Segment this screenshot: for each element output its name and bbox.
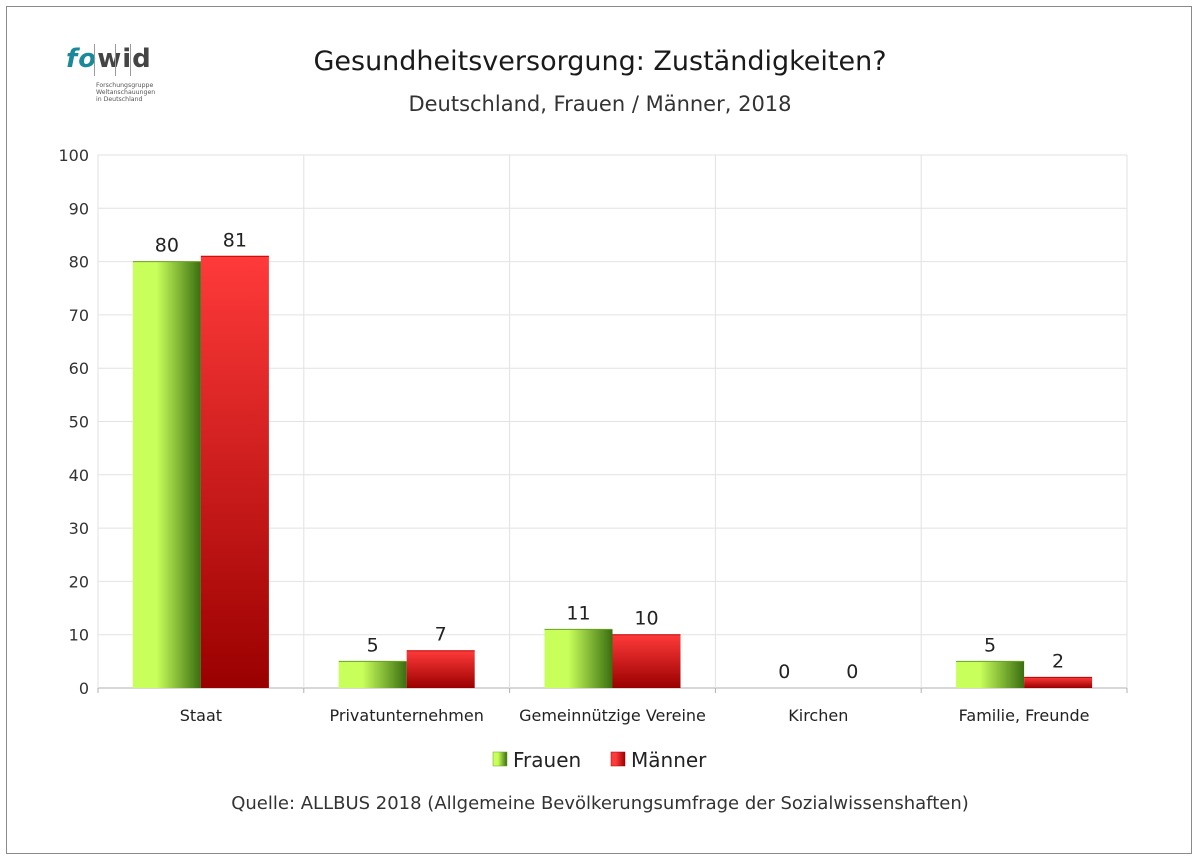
y-tick-label: 80 bbox=[69, 253, 89, 272]
category-label: Familie, Freunde bbox=[959, 706, 1090, 725]
y-tick-label: 0 bbox=[79, 679, 89, 698]
legend-label-männer: Männer bbox=[631, 748, 707, 772]
y-tick-label: 50 bbox=[69, 413, 89, 432]
data-label: 80 bbox=[155, 235, 179, 257]
logo-separator bbox=[130, 44, 131, 76]
legend-swatch-männer bbox=[610, 751, 626, 767]
data-label: 5 bbox=[984, 634, 996, 656]
bar-männer bbox=[1024, 677, 1093, 688]
bar-frauen bbox=[132, 261, 201, 688]
data-label: 2 bbox=[1052, 650, 1064, 672]
chart-title: Gesundheitsversorgung: Zuständigkeiten? bbox=[313, 46, 887, 77]
category-label: Kirchen bbox=[788, 706, 848, 725]
chart-subtitle: Deutschland, Frauen / Männer, 2018 bbox=[408, 92, 792, 116]
bar-frauen bbox=[544, 629, 613, 688]
category-label: Gemeinnützige Vereine bbox=[519, 706, 706, 725]
data-label: 5 bbox=[367, 634, 379, 656]
y-tick-label: 100 bbox=[58, 146, 89, 165]
y-tick-label: 90 bbox=[69, 199, 89, 218]
y-tick-label: 30 bbox=[69, 519, 89, 538]
legend-label-frauen: Frauen bbox=[513, 748, 581, 772]
data-label: 81 bbox=[223, 229, 247, 251]
bar-männer bbox=[200, 256, 269, 688]
data-label: 7 bbox=[435, 624, 447, 646]
y-tick-label: 10 bbox=[69, 626, 89, 645]
bar-männer bbox=[612, 634, 681, 688]
bar-frauen bbox=[956, 661, 1025, 688]
logo-wordmark: fowid bbox=[66, 44, 152, 74]
y-tick-label: 60 bbox=[69, 359, 89, 378]
category-label: Privatunternehmen bbox=[330, 706, 484, 725]
data-label: 0 bbox=[778, 661, 790, 683]
category-label: Staat bbox=[180, 706, 222, 725]
data-label: 10 bbox=[634, 608, 658, 630]
logo-subtitle: Forschungsgruppe Weltanschauungen in Deu… bbox=[96, 82, 156, 103]
logo-separator bbox=[94, 44, 95, 76]
data-label: 0 bbox=[846, 661, 858, 683]
y-tick-label: 20 bbox=[69, 572, 89, 591]
data-label: 11 bbox=[566, 602, 590, 624]
bar-männer bbox=[406, 650, 475, 688]
bar-frauen bbox=[338, 661, 407, 688]
legend-swatch-frauen bbox=[492, 751, 508, 767]
logo-separator bbox=[115, 44, 116, 76]
source-note: Quelle: ALLBUS 2018 (Allgemeine Bevölker… bbox=[231, 793, 969, 814]
fowid-logo: fowid Forschungsgruppe Weltanschauungen … bbox=[66, 44, 176, 114]
y-tick-label: 70 bbox=[69, 306, 89, 325]
y-tick-label: 40 bbox=[69, 466, 89, 485]
